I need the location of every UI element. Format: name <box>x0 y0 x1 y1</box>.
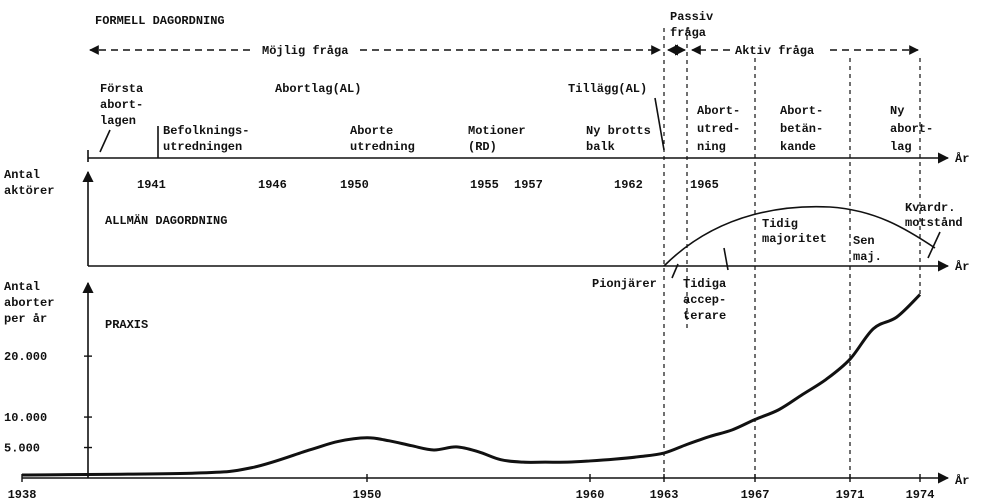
year-label: 1965 <box>690 178 719 192</box>
group-label: Pionjärer <box>592 277 657 291</box>
axis-label: Antal <box>4 168 40 182</box>
event-label: Ny <box>890 104 904 118</box>
axis-label: aborter <box>4 296 54 310</box>
group-label: accep- <box>683 293 726 307</box>
year-label: 1941 <box>137 178 166 192</box>
x-tick-label: 1960 <box>576 488 605 502</box>
event-label: betän- <box>780 122 823 136</box>
phase-label: Aktiv fråga <box>735 44 814 58</box>
event-label: Abort- <box>780 104 823 118</box>
group-label: Tidig <box>762 217 798 231</box>
y-tick-label: 20.000 <box>4 350 47 364</box>
x-tick-label: 1950 <box>353 488 382 502</box>
event-label: utred- <box>697 122 740 136</box>
y-tick-label: 10.000 <box>4 411 47 425</box>
group-label: terare <box>683 309 726 323</box>
x-tick-label: 1963 <box>650 488 679 502</box>
group-label: Tidiga <box>683 277 726 291</box>
event-label: abort- <box>890 122 933 136</box>
event-label: Abortlag(AL) <box>275 82 361 96</box>
axis-label: Antal <box>4 280 40 294</box>
phase-label: Möjlig fråga <box>262 44 348 58</box>
plot: 1938 1950 1960 1963 1967 1971 1974 5.000 10.000 2… <box>4 293 935 502</box>
year-label: 1955 <box>470 178 499 192</box>
x-tick-label: 1974 <box>906 488 935 502</box>
event-label: utredning <box>350 140 415 154</box>
event-label: balk <box>586 140 615 154</box>
section-title: ALLMÄN DAGORDNING <box>105 213 227 228</box>
axis-unit: År <box>955 259 969 274</box>
event-label: abort- <box>100 98 143 112</box>
year-label: 1962 <box>614 178 643 192</box>
axis-label: per år <box>4 312 47 326</box>
pointer <box>671 263 679 279</box>
group-label: Sen <box>853 234 875 248</box>
axis-label: aktörer <box>4 184 54 198</box>
event-label: Abort- <box>697 104 740 118</box>
event-label: Tillägg(AL) <box>568 82 647 96</box>
event-label: Ny brotts <box>586 124 651 138</box>
event-label: (RD) <box>468 140 497 154</box>
event-label: lag <box>890 140 912 154</box>
event-label: Motioner <box>468 124 526 138</box>
x-tick-label: 1938 <box>8 488 37 502</box>
pointer <box>723 247 729 271</box>
event-label: utredningen <box>163 140 242 154</box>
axis-unit: År <box>955 473 969 488</box>
event-label: Första <box>100 82 143 96</box>
group-label: majoritet <box>762 232 827 246</box>
year-label: 1957 <box>514 178 543 192</box>
pointer <box>654 97 665 151</box>
event-label: Aborte <box>350 124 393 138</box>
adoption-curve <box>663 205 936 267</box>
x-tick-label: 1971 <box>836 488 865 502</box>
phase-label: Passiv <box>670 10 713 24</box>
phase-label: fråga <box>670 26 706 40</box>
group-label: motstånd <box>905 216 963 230</box>
event-label: lagen <box>100 114 136 128</box>
section-title: PRAXIS <box>105 318 148 332</box>
abortion-curve <box>21 293 922 477</box>
axis-unit: År <box>955 151 969 166</box>
x-tick-label: 1967 <box>741 488 770 502</box>
event-label: kande <box>780 140 816 154</box>
y-tick-label: 5.000 <box>4 442 40 456</box>
group-label: Kvardr. <box>905 201 955 215</box>
pointer <box>99 129 111 153</box>
event-label: Befolknings- <box>163 124 249 138</box>
event-label: ning <box>697 140 726 154</box>
section-title: FORMELL DAGORDNING <box>95 14 225 28</box>
pointer <box>927 231 941 259</box>
year-label: 1950 <box>340 178 369 192</box>
year-label: 1946 <box>258 178 287 192</box>
group-label: maj. <box>853 250 882 264</box>
